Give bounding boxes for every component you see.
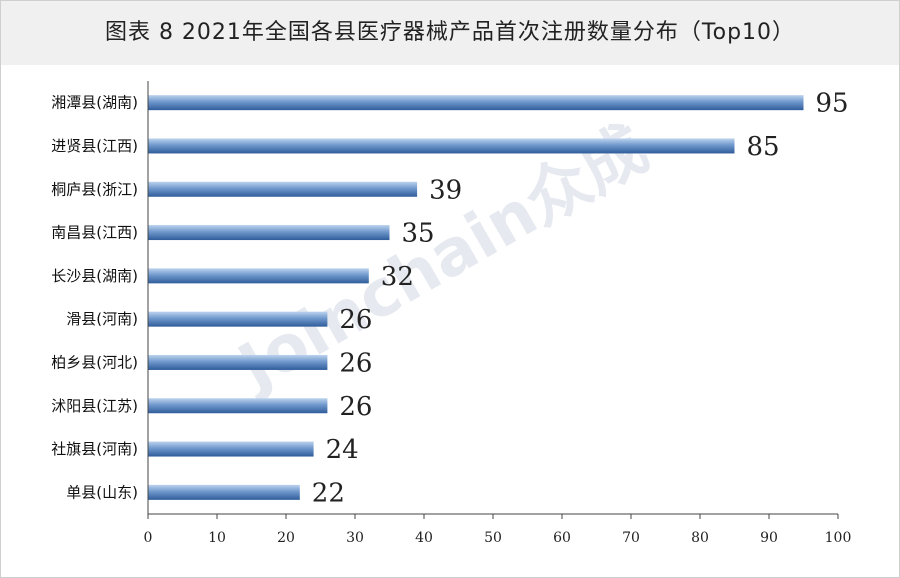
category-label: 南昌县(江西) xyxy=(51,224,138,242)
x-tick-label: 10 xyxy=(208,530,226,546)
data-label: 22 xyxy=(312,478,345,508)
data-label: 26 xyxy=(339,348,372,378)
data-label: 85 xyxy=(747,132,780,162)
category-label: 滑县(河南) xyxy=(66,310,138,328)
data-label: 26 xyxy=(339,392,372,422)
title-bar xyxy=(1,1,899,65)
category-label: 沭阳县(江苏) xyxy=(51,397,138,415)
x-tick-label: 80 xyxy=(691,530,709,546)
category-label: 社旗县(河南) xyxy=(51,440,138,458)
x-tick-label: 30 xyxy=(346,530,364,546)
data-label: 26 xyxy=(339,305,372,335)
bar xyxy=(148,398,328,414)
bar xyxy=(148,354,328,370)
bar xyxy=(148,181,418,197)
data-label: 24 xyxy=(326,435,359,465)
x-tick-label: 50 xyxy=(484,530,502,546)
data-label: 39 xyxy=(429,175,462,205)
x-tick-label: 20 xyxy=(277,530,295,546)
chart-title: 图表 8 2021年全国各县医疗器械产品首次注册数量分布（Top10） xyxy=(104,20,796,45)
x-tick-label: 0 xyxy=(144,530,153,546)
bar xyxy=(148,268,369,284)
bar xyxy=(148,311,328,327)
data-label: 35 xyxy=(402,219,435,249)
x-tick-label: 40 xyxy=(415,530,433,546)
category-label: 湘潭县(湖南) xyxy=(51,94,138,112)
data-label: 95 xyxy=(816,89,849,119)
bar xyxy=(148,441,314,457)
category-label: 柏乡县(河北) xyxy=(51,353,138,371)
bar xyxy=(148,95,804,111)
bar xyxy=(148,225,390,241)
category-label: 桐庐县(浙江) xyxy=(51,180,138,198)
x-tick-label: 70 xyxy=(622,530,640,546)
data-label: 32 xyxy=(381,262,414,292)
category-label: 单县(山东) xyxy=(66,483,138,501)
x-tick-label: 100 xyxy=(825,530,852,546)
bar xyxy=(148,484,300,500)
category-label: 长沙县(湖南) xyxy=(51,267,138,285)
bar xyxy=(148,138,735,154)
x-tick-label: 90 xyxy=(760,530,778,546)
x-tick-label: 60 xyxy=(553,530,571,546)
category-label: 进贤县(江西) xyxy=(51,137,138,155)
